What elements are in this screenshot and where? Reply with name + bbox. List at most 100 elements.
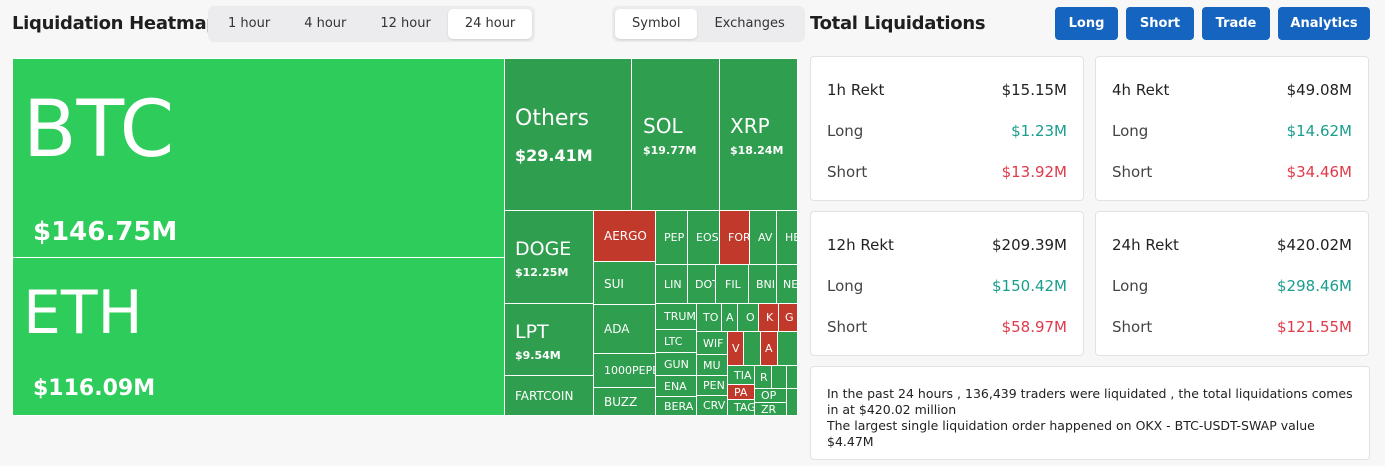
card-short-label: Short <box>1112 163 1153 181</box>
tile-eos[interactable]: EOS <box>687 210 720 265</box>
tile-name: EOS <box>696 231 719 244</box>
tile-to[interactable]: TO <box>696 303 722 332</box>
tile-ne[interactable]: NE <box>776 264 798 304</box>
tab-4-hour[interactable]: 4 hour <box>304 16 347 31</box>
tile-others[interactable]: Others $29.41M <box>504 58 632 211</box>
tile-k1[interactable]: K <box>758 303 779 332</box>
tile-a1[interactable]: A <box>721 303 738 332</box>
tile-name: TIA <box>734 369 752 382</box>
tab-12-hour[interactable]: 12 hour <box>380 16 431 31</box>
tile-small-2[interactable] <box>777 331 798 366</box>
tile-eth[interactable]: ETH $116.09M <box>12 257 505 416</box>
heatmap-title: Liquidation Heatmap <box>12 13 219 34</box>
summary-line-1: In the past 24 hours , 136,439 traders w… <box>827 386 1353 417</box>
tile-zr[interactable]: ZR <box>754 402 787 416</box>
tile-name: PEN <box>703 379 725 392</box>
tile-name: LPT <box>515 321 549 343</box>
tile-name: ENA <box>664 380 687 393</box>
card-short-label: Short <box>827 163 868 181</box>
tab-24-hour[interactable]: 24 hour <box>447 9 533 39</box>
tile-name: 1000PEPE <box>604 364 656 377</box>
tile-av[interactable]: AV <box>749 210 777 265</box>
tile-sui[interactable]: SUI <box>593 261 656 305</box>
total-liquidations-title: Total Liquidations <box>810 13 986 34</box>
tile-r1[interactable]: R <box>754 365 772 389</box>
tab-symbol[interactable]: Symbol <box>615 9 698 39</box>
tile-for[interactable]: FOR <box>719 210 750 265</box>
tile-aergo[interactable]: AERGO <box>593 210 656 262</box>
tile-tag[interactable]: TAG <box>727 399 755 416</box>
tile-btc[interactable]: BTC $146.75M <box>12 58 505 258</box>
liquidation-heatmap: BTC $146.75M ETH $116.09M Others $29.41M… <box>12 58 798 416</box>
tile-ltc[interactable]: LTC <box>655 329 697 353</box>
tile-dot[interactable]: DOT <box>687 264 716 304</box>
tile-small-4[interactable] <box>786 365 798 389</box>
tile-name: MU <box>703 359 721 372</box>
card-long-label: Long <box>827 122 864 140</box>
tile-value: $18.24M <box>730 144 784 157</box>
tile-name: CRV <box>703 399 726 412</box>
tile-name: R <box>760 371 768 384</box>
tile-value: $29.41M <box>515 146 593 165</box>
tile-name: V <box>732 342 740 355</box>
tile-pen[interactable]: PEN <box>696 375 728 396</box>
tile-xrp[interactable]: XRP $18.24M <box>719 58 798 211</box>
tile-value: $146.75M <box>33 217 178 247</box>
analytics-button[interactable]: Analytics <box>1278 7 1370 40</box>
long-button[interactable]: Long <box>1055 7 1118 40</box>
tile-name: BTC <box>23 85 175 175</box>
trade-button[interactable]: Trade <box>1202 7 1270 40</box>
tile-ena[interactable]: ENA <box>655 375 697 397</box>
tile-lpt[interactable]: LPT $9.54M <box>504 303 594 376</box>
tile-fil[interactable]: FIL <box>715 264 749 304</box>
tile-name: ADA <box>604 322 630 336</box>
tile-ada[interactable]: ADA <box>593 304 656 354</box>
view-tabs: Symbol Exchanges <box>612 6 805 42</box>
tile-name: FARTCOIN <box>515 389 574 403</box>
tile-name: TRUM <box>664 310 696 323</box>
tile-buzz[interactable]: BUZZ <box>593 387 656 416</box>
tile-pa[interactable]: PA <box>727 384 755 400</box>
tile-1000pepe[interactable]: 1000PEPE <box>593 353 656 388</box>
tile-name: FIL <box>725 278 741 291</box>
tile-lin[interactable]: LIN <box>655 264 688 304</box>
tile-name: TO <box>703 311 719 324</box>
tile-sol[interactable]: SOL $19.77M <box>631 58 720 211</box>
tile-bera[interactable]: BERA <box>655 396 697 416</box>
tile-name: A <box>726 311 734 324</box>
tile-name: HE <box>785 231 797 244</box>
tile-small-1[interactable] <box>743 331 761 366</box>
tab-1-hour[interactable]: 1 hour <box>228 16 271 31</box>
tile-name: PEP <box>664 231 685 244</box>
tile-pep[interactable]: PEP <box>655 210 688 265</box>
tile-op[interactable]: OP <box>754 388 787 403</box>
tile-gun[interactable]: GUN <box>655 352 697 376</box>
tile-name: LTC <box>664 335 683 348</box>
card-long-value: $14.62M <box>1286 122 1352 140</box>
tile-tia[interactable]: TIA <box>727 365 755 385</box>
tile-name: DOGE <box>515 238 572 260</box>
tile-crv[interactable]: CRV <box>696 395 728 416</box>
tile-mu[interactable]: MU <box>696 354 728 376</box>
tile-g1[interactable]: G <box>778 303 798 332</box>
tile-o1[interactable]: O <box>737 303 759 332</box>
tile-bnb[interactable]: BNI <box>748 264 777 304</box>
tile-small-3[interactable] <box>771 365 787 389</box>
tile-small-5[interactable] <box>786 388 798 416</box>
card-total: $209.39M <box>992 236 1067 254</box>
tile-a2[interactable]: A <box>760 331 778 366</box>
tile-name: G <box>785 311 794 324</box>
tile-doge[interactable]: DOGE $12.25M <box>504 210 594 304</box>
tile-v1[interactable]: V <box>727 331 744 366</box>
card-total: $420.02M <box>1277 236 1352 254</box>
short-button[interactable]: Short <box>1126 7 1194 40</box>
tile-he[interactable]: HE <box>776 210 798 265</box>
tile-fartcoin[interactable]: FARTCOIN <box>504 375 594 416</box>
tile-name: GUN <box>664 358 689 371</box>
card-long-label: Long <box>827 277 864 295</box>
tile-trump[interactable]: TRUM <box>655 303 697 330</box>
card-long-label: Long <box>1112 122 1149 140</box>
tab-exchanges[interactable]: Exchanges <box>714 16 785 31</box>
tile-wif[interactable]: WIF <box>696 331 728 355</box>
tile-name: BERA <box>664 400 694 413</box>
